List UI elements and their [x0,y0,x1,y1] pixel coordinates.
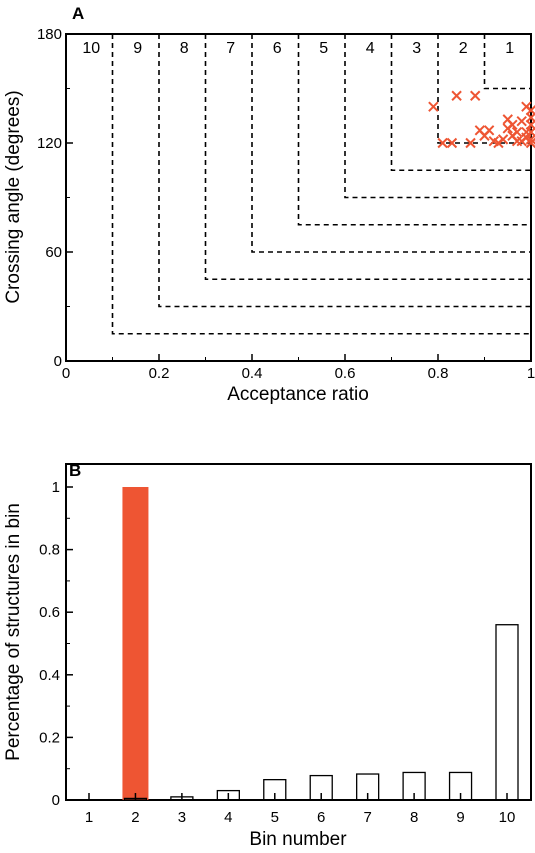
bin-boundary-8 [204,34,531,281]
bin-boundary-9 [158,34,531,308]
data-point-stroke [525,137,535,149]
data-point-stroke [525,134,535,145]
x-tick-label-a: 0.2 [149,365,170,382]
y-axis-title-b: Percentage of structures in bin [3,503,24,761]
data-points [428,90,535,149]
plot-b-frame [65,463,532,801]
data-point-stroke [451,90,462,101]
bin-label-9: 9 [133,40,142,57]
data-point [465,137,476,149]
bin-label-8: 8 [180,40,189,57]
data-point-stroke [516,115,527,127]
data-point-stroke [446,137,458,149]
bin-label-5: 5 [319,40,328,57]
bin-boundary-5 [344,34,531,199]
data-point [451,90,462,101]
x-tick-label-a: 0.4 [242,365,263,382]
bin-labels: 10 9 8 7 6 5 4 3 2 1 [82,40,514,57]
x-tick-label-a: 0.8 [428,365,449,382]
y-axis-title-a: Crossing angle (degrees) [3,90,24,303]
data-point-stroke [497,134,509,145]
x-tick-label-b: 1 [85,809,93,826]
bar-filled-2 [122,487,149,800]
data-point [469,90,481,101]
axis-ticks: 1 2 3 4 5 6 7 8 9 10 0 0.2 0.4 0.6 0.8 1 [39,479,515,826]
bin-boundary-7 [251,34,531,253]
y-tick-label-b: 0.4 [39,667,60,684]
bin-boundary-10 [111,34,531,335]
x-axis-title-b: Bin number [249,829,347,850]
bar-10 [495,624,519,801]
x-tick-label-b: 2 [131,809,139,826]
y-tick-label-a: 60 [45,244,62,261]
data-point [488,135,500,147]
y-tick-label-b: 0.6 [39,604,60,621]
data-point-stroke [474,125,486,136]
y-tick-label-b: 1 [52,479,60,496]
bin-label-7: 7 [226,40,235,57]
panel-letter-a: A [72,4,84,23]
x-tick-label-a: 0.6 [335,365,356,382]
bin-label-2: 2 [459,40,468,57]
bin-boundary-6 [297,34,531,226]
data-point-stroke [521,132,532,143]
x-tick-label-b: 8 [410,809,418,826]
bin-label-10: 10 [82,40,100,57]
data-point-stroke [488,135,500,147]
y-tick-label-b: 0 [52,792,60,809]
x-tick-label-b: 9 [456,809,464,826]
y-tick-label-b: 0.2 [39,729,60,746]
data-point-stroke [428,101,439,112]
data-point-stroke [437,137,448,149]
bin-boundary-2 [483,34,531,90]
panel-letter-b: B [69,461,81,480]
x-tick-label-b: 6 [317,809,325,826]
data-point [437,137,448,149]
data-point-stroke [502,114,513,125]
y-tick-label-a: 120 [37,135,62,152]
x-tick-label-b: 5 [271,809,279,826]
bin-label-4: 4 [366,40,375,57]
data-point [521,132,532,143]
data-point [516,115,527,127]
x-tick-label-a: 0 [62,365,70,382]
data-point [483,125,495,136]
data-point-stroke [469,90,481,101]
x-tick-label-b: 3 [178,809,186,826]
data-point-stroke [465,137,476,149]
data-point-stroke [507,119,518,131]
bin-boundary-4 [390,34,531,172]
x-tick-label-b: 7 [363,809,371,826]
bin-boundaries [111,34,531,335]
data-point [446,137,458,149]
data-point [511,126,523,138]
data-point [507,119,518,131]
x-tick-label-b: 10 [499,809,516,826]
bin-label-3: 3 [412,40,421,57]
data-point [497,134,509,145]
data-point-stroke [511,126,523,138]
x-tick-label-a: 1 [527,365,535,382]
bin-label-6: 6 [273,40,282,57]
y-tick-label-b: 0.8 [39,542,60,559]
data-point-stroke [483,125,495,136]
bin-label-1: 1 [505,40,514,57]
y-tick-label-a: 180 [37,26,62,43]
x-tick-label-b: 4 [224,809,232,826]
panel-b-bar: B 1 2 3 4 5 6 7 8 9 10 0 0.2 0.4 0.6 0.8 1 Bin number P… [3,461,532,850]
data-point [511,135,523,147]
bars [122,487,519,801]
y-tick-label-a: 0 [54,353,62,370]
x-axis-title-a: Acceptance ratio [227,384,369,405]
data-point [428,101,439,112]
